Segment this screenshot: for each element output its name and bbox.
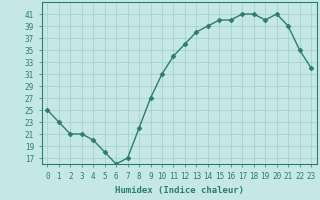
X-axis label: Humidex (Indice chaleur): Humidex (Indice chaleur) [115, 186, 244, 195]
